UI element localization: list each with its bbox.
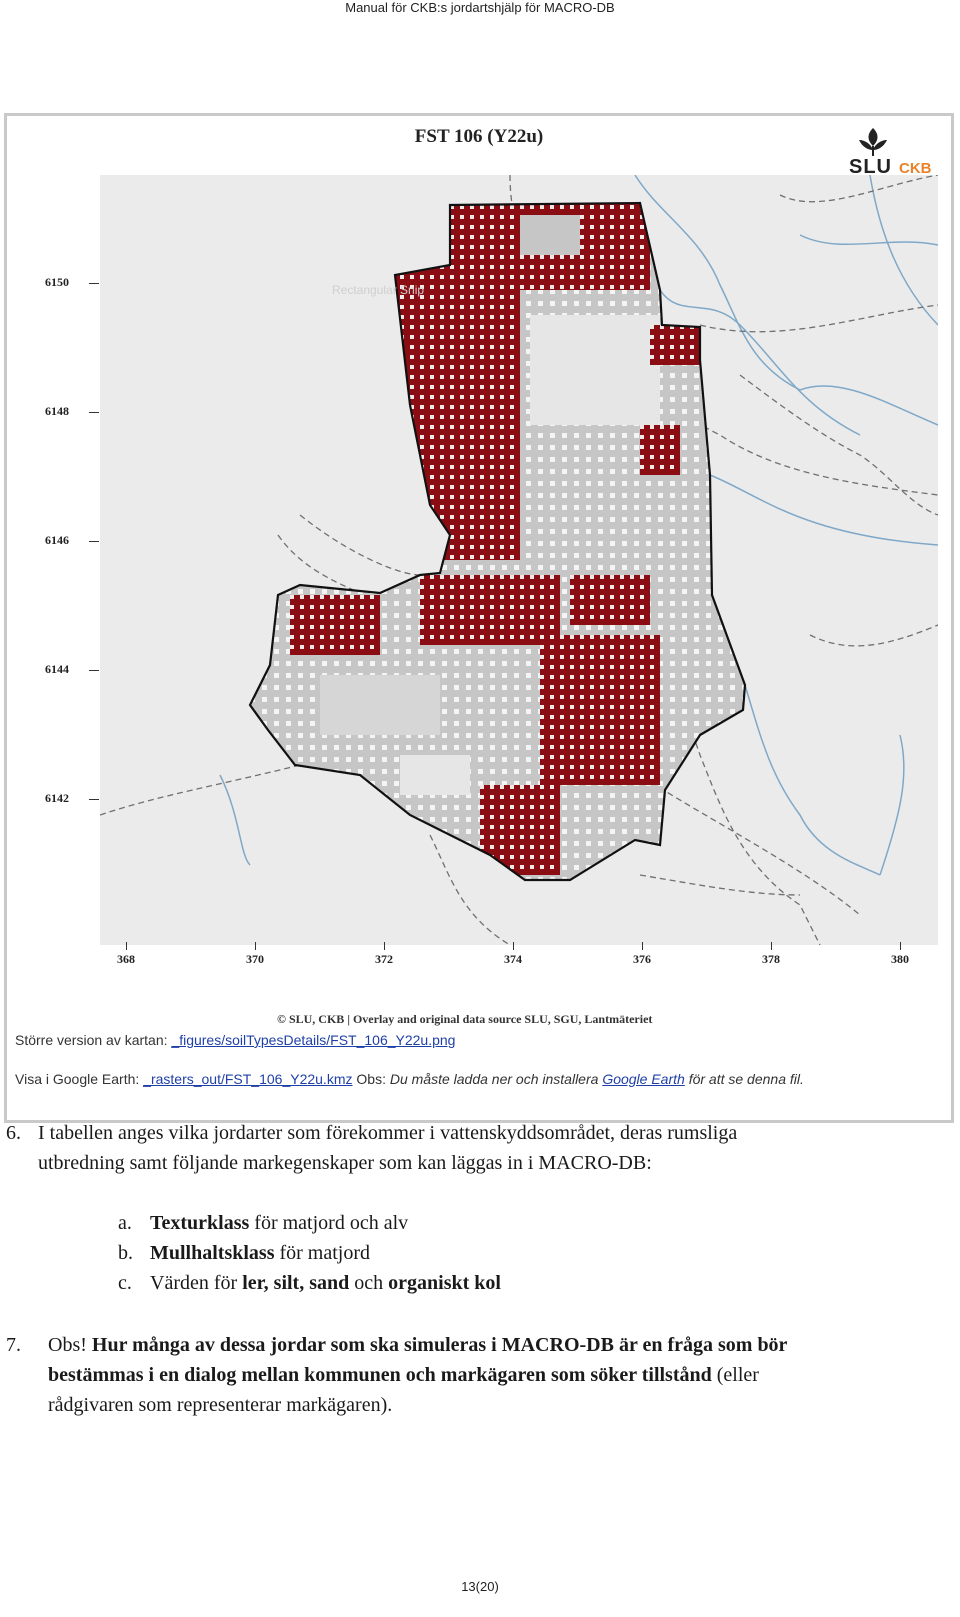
google-earth-line: Visa i Google Earth: _rasters_out/FST_10… [15,1071,804,1087]
obs-label: Obs: [356,1071,386,1087]
logo-ckb-text: CKB [899,160,932,177]
item-6-text: I tabellen anges vilka jordarter som för… [38,1122,738,1174]
sub-pre: Värden för [150,1272,243,1294]
y-tickmark [89,799,99,800]
snip-watermark: Rectangular Snip [332,283,425,297]
x-tick-label: 374 [504,952,522,966]
larger-version-link[interactable]: _figures/soilTypesDetails/FST_106_Y22u.p… [171,1032,456,1048]
slu-ckb-logo: SLU CKB [849,126,941,182]
sub-mid: och [349,1272,389,1294]
x-tickmark [513,942,514,950]
map-figure: FST 106 (Y22u) SLU CKB [4,113,954,1123]
x-tickmark [255,942,256,950]
x-tickmark [771,942,772,950]
item-7-bold: Hur många av dessa jordar som ska simule… [48,1334,788,1386]
x-tick-label: 380 [891,952,909,966]
y-tick-label: 6148 [45,404,69,418]
x-tick-label: 370 [246,952,264,966]
area-boundary [248,201,747,882]
sub-letter: c. [118,1272,132,1294]
x-tick-label: 376 [633,952,651,966]
y-tick-label: 6150 [45,275,69,289]
google-earth-link[interactable]: Google Earth [602,1071,685,1087]
sub-bold: Texturklass [150,1212,250,1234]
x-tickmark [384,942,385,950]
google-earth-note: Du måste ladda ner och installera [389,1071,599,1087]
logo-slu-text: SLU [849,156,892,178]
google-earth-label: Visa i Google Earth: [15,1071,140,1087]
y-tickmark [89,412,99,413]
map-plot-area [99,174,939,946]
x-tickmark [126,942,127,950]
x-tick-label: 372 [375,952,393,966]
item-7-rest: (eller rådgivaren som representerar mark… [48,1364,759,1416]
x-tickmark [642,942,643,950]
item-7-number: 7. [6,1334,21,1356]
x-tickmark [900,942,901,950]
item-7-obs: Obs! [48,1334,87,1356]
larger-version-label: Större version av kartan: [15,1032,168,1048]
sub-item-a: a. Texturklass för matjord och alv [118,1208,408,1238]
page-number: 13(20) [461,1579,499,1594]
slu-leaf-icon [859,128,887,156]
google-earth-note-end: för att se denna fil. [688,1071,804,1087]
kmz-link[interactable]: _rasters_out/FST_106_Y22u.kmz [143,1071,353,1087]
sub-item-b: b. Mullhaltsklass för matjord [118,1238,370,1268]
sub-rest: för matjord [274,1242,371,1264]
y-tick-label: 6144 [45,662,69,676]
y-tickmark [89,283,99,284]
map-attribution: © SLU, CKB | Overlay and original data s… [277,1012,653,1026]
larger-version-line: Större version av kartan: _figures/soilT… [15,1032,455,1048]
sub-letter: a. [118,1212,132,1234]
item-6-number: 6. [6,1122,21,1144]
y-tick-label: 6142 [45,791,69,805]
y-tickmark [89,541,99,542]
sub-bold: Mullhaltsklass [150,1242,275,1264]
water-lines [219,174,939,876]
sub-item-c: c. Värden för ler, silt, sand och organis… [118,1268,501,1298]
soil-map [99,174,939,946]
x-tick-label: 378 [762,952,780,966]
y-tick-label: 6146 [45,533,69,547]
y-tickmark [89,670,99,671]
soil-coverage [250,203,745,880]
sub-letter: b. [118,1242,133,1264]
x-tick-label: 368 [117,952,135,966]
sub-bold-1: ler, silt, sand [242,1272,350,1294]
sub-rest: för matjord och alv [249,1212,409,1234]
sub-bold-2: organiskt kol [388,1272,501,1294]
page-header: Manual för CKB:s jordartshjälp för MACRO… [345,0,615,15]
item-7-text: Obs! Hur många av dessa jordar som ska s… [48,1330,788,1420]
map-title: FST 106 (Y22u) [414,126,544,147]
